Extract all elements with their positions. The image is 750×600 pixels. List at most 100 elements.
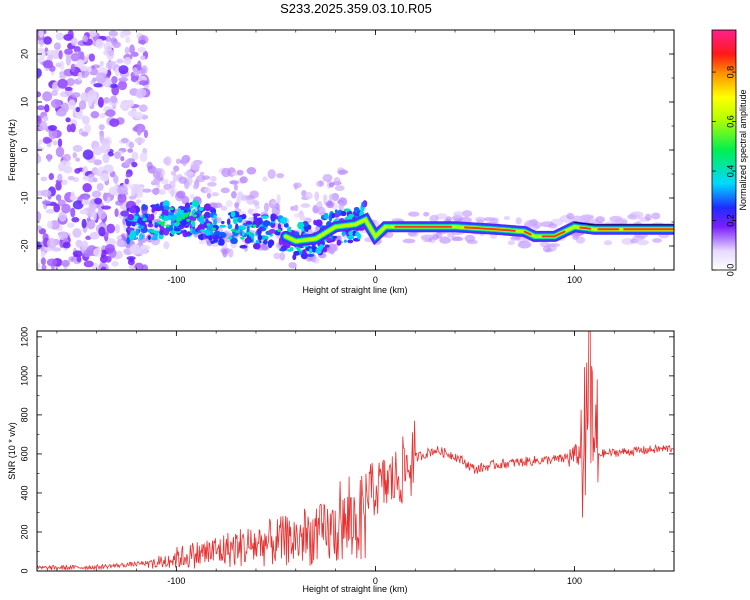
heatmap-cell [332,235,338,239]
heatmap-cell [52,140,58,146]
heatmap-cell [289,247,294,251]
heatmap-cell [100,143,111,154]
heatmap-cell [118,65,129,75]
heatmap-cell [159,229,164,236]
heatmap-cell [85,235,92,241]
heatmap-cell [186,212,191,216]
heatmap-cell [221,167,231,178]
heatmap-cell [75,157,81,162]
spectrogram-xlabel: Height of straight line (km) [302,285,407,295]
heatmap-cell [136,60,142,72]
heatmap-cell [80,92,90,103]
heatmap-cell [40,257,46,266]
snr-ytick-label: 400 [19,485,29,500]
heatmap-cell [517,240,532,249]
heatmap-cell [207,181,217,187]
heatmap-cell [199,171,205,177]
heatmap-cell [326,237,331,242]
heatmap-cell [197,224,205,231]
heatmap-cell [41,200,52,205]
heatmap-cell [644,213,652,221]
heatmap-cell [158,215,163,219]
heatmap-cell [210,175,217,182]
heatmap-cell [66,78,75,86]
heatmap-cell [317,206,326,215]
heatmap-cell [37,68,42,78]
heatmap-cell [72,152,77,159]
spectrogram-xtick-label: -100 [167,275,185,285]
heatmap-cell [178,176,188,184]
heatmap-cell [134,262,144,270]
heatmap-cell [348,230,353,236]
heatmap-cell [183,224,190,228]
heatmap-cell [82,182,92,193]
heatmap-cell [347,239,354,244]
heatmap-cell [125,36,131,44]
heatmap-cell [46,258,58,267]
heatmap-cell [81,209,88,215]
heatmap-cell [171,215,178,220]
heatmap-cell [187,175,193,186]
page-title: S233.2025.359.03.10.R05 [280,1,432,16]
heatmap-cell [94,197,103,205]
heatmap-cell [133,111,144,120]
heatmap-cell [268,228,276,234]
heatmap-cell [308,248,313,254]
heatmap-cell [182,157,187,167]
heatmap-cell [95,38,104,49]
heatmap-cell [124,46,130,55]
heatmap-cell [106,49,115,60]
heatmap-cell [46,49,57,56]
snr-xtick-label: -100 [167,576,185,586]
heatmap-cell [229,180,239,185]
heatmap-cell [172,174,178,183]
heatmap-cell [55,62,62,68]
heatmap-cell [316,180,325,188]
heatmap-cell [46,220,53,229]
heatmap-cell [651,212,661,220]
heatmap-cell [451,236,464,242]
heatmap-cell [45,209,56,214]
heatmap-cell [332,243,339,252]
heatmap-cell [137,225,145,230]
heatmap-cell [68,99,76,110]
heatmap-cell [307,256,313,261]
heatmap-cell [55,194,62,201]
heatmap-cell [87,89,98,101]
heatmap-cell [293,204,299,212]
heatmap-cell [245,220,253,225]
heatmap-cell [326,201,335,209]
heatmap-cell [57,173,63,182]
heatmap-cell [507,240,515,246]
heatmap-cell [466,239,478,245]
heatmap-cell [186,218,191,222]
heatmap-cell [164,156,172,166]
heatmap-cell [357,232,362,240]
heatmap-cell [515,217,522,225]
heatmap-cell [58,231,69,241]
snr-ytick-label: 800 [19,407,29,422]
heatmap-cell [143,84,149,90]
heatmap-cell [116,235,122,240]
heatmap-cell [181,216,186,220]
heatmap-cell [37,105,45,111]
heatmap-cell [235,230,240,234]
heatmap-cell [176,190,186,199]
heatmap-cell [329,248,335,255]
heatmap-cell [277,228,282,232]
heatmap-cell [246,166,257,175]
heatmap-cell [71,92,81,98]
heatmap-cell [119,32,126,39]
heatmap-cell [90,111,100,119]
heatmap-cell [280,245,288,251]
heatmap-cell [218,238,225,246]
heatmap-cell [603,240,613,246]
heatmap-cell [120,210,130,217]
spectrogram-heatmap [37,30,674,270]
heatmap-cell [338,169,349,175]
heatmap-cell [213,218,217,226]
heatmap-cell [343,208,351,212]
heatmap-cell [157,220,162,224]
heatmap-cell [305,191,313,200]
heatmap-cell [55,110,67,117]
